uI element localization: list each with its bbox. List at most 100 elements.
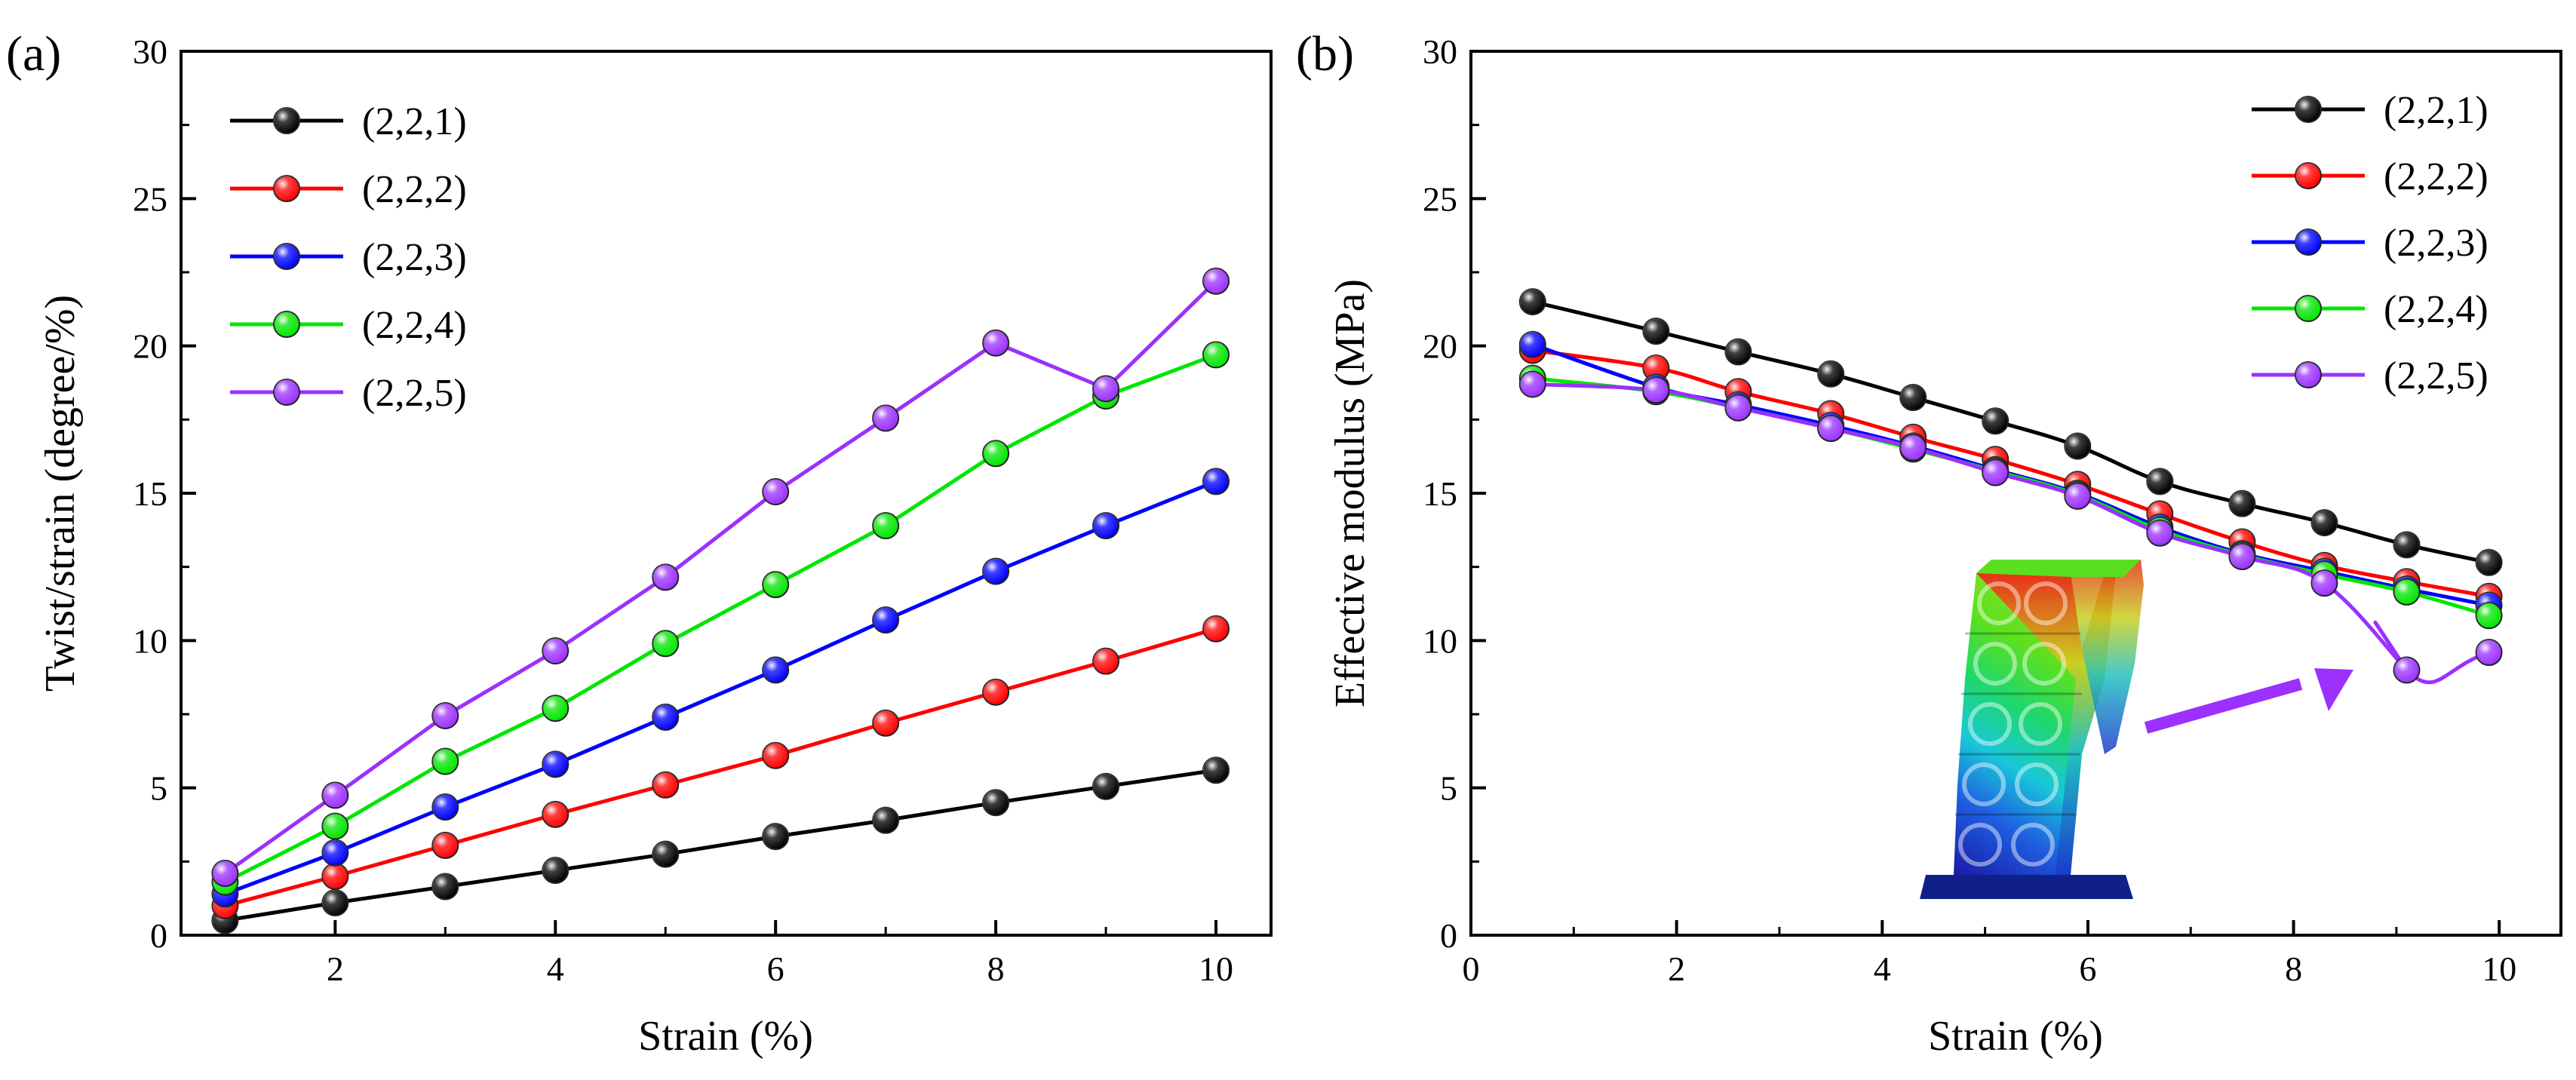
y-tick-label: 25 bbox=[133, 179, 167, 218]
data-point bbox=[542, 750, 570, 778]
data-point bbox=[982, 557, 1010, 585]
panel-b-x-ticks: 0 2 4 6 8 10 bbox=[1463, 920, 2516, 988]
data-point bbox=[542, 695, 570, 723]
data-point bbox=[542, 857, 570, 885]
legend-item: (2,2,3) bbox=[2252, 222, 2488, 265]
data-point bbox=[982, 440, 1010, 468]
panel-a-y-ticks: 0 5 10 15 20 25 30 bbox=[133, 32, 196, 955]
panel-a-legend: (2,2,1) (2,2,2) (2,2,3) (2,2,4) (2,2,5) bbox=[230, 100, 467, 415]
data-point bbox=[2064, 482, 2092, 510]
x-tick-label: 6 bbox=[767, 950, 784, 988]
data-point bbox=[2064, 432, 2092, 460]
data-point bbox=[1202, 615, 1230, 643]
legend-item: (2,2,4) bbox=[230, 304, 467, 347]
deformed-lattice-column-icon bbox=[1920, 560, 2144, 899]
x-tick-label: 6 bbox=[2079, 950, 2096, 988]
data-point bbox=[1817, 360, 1845, 388]
legend-marker bbox=[2295, 229, 2322, 256]
data-point bbox=[2228, 542, 2256, 570]
legend-label: (2,2,5) bbox=[2384, 354, 2488, 397]
data-point bbox=[542, 637, 570, 665]
data-point bbox=[211, 859, 239, 887]
legend-label: (2,2,1) bbox=[2384, 89, 2488, 132]
data-point bbox=[762, 823, 790, 851]
data-point bbox=[2310, 569, 2338, 597]
pointer-arrow-icon bbox=[2144, 668, 2353, 734]
data-point bbox=[652, 703, 680, 731]
series-line bbox=[1532, 299, 2490, 565]
data-point bbox=[2393, 531, 2421, 559]
data-point bbox=[2228, 489, 2256, 517]
data-point bbox=[2393, 578, 2421, 606]
x-tick-label: 4 bbox=[547, 950, 564, 988]
data-point bbox=[1202, 756, 1230, 784]
x-tick-label: 2 bbox=[327, 950, 344, 988]
y-tick-label: 10 bbox=[133, 621, 167, 660]
data-point bbox=[1724, 338, 1752, 366]
data-point bbox=[431, 873, 459, 901]
data-point bbox=[982, 789, 1010, 817]
data-point bbox=[1817, 415, 1845, 443]
data-point bbox=[321, 812, 349, 840]
legend-item: (2,2,2) bbox=[2252, 155, 2488, 198]
legend-item: (2,2,5) bbox=[2252, 354, 2488, 397]
legend-item: (2,2,1) bbox=[230, 100, 467, 143]
data-point bbox=[321, 781, 349, 809]
data-point bbox=[1518, 288, 1546, 316]
data-point bbox=[652, 840, 680, 868]
legend-label: (2,2,4) bbox=[362, 304, 467, 347]
data-point bbox=[872, 511, 900, 539]
data-point bbox=[542, 800, 570, 828]
legend-label: (2,2,2) bbox=[362, 168, 467, 211]
legend-marker bbox=[2295, 162, 2322, 189]
legend-marker bbox=[2295, 295, 2322, 322]
series-(2,2,4) bbox=[211, 341, 1230, 896]
data-point bbox=[872, 404, 900, 432]
series-(2,2,1) bbox=[1518, 288, 2503, 576]
data-point bbox=[1092, 375, 1120, 403]
data-point bbox=[872, 709, 900, 737]
y-tick-label: 5 bbox=[150, 769, 167, 808]
data-point bbox=[431, 793, 459, 821]
legend-marker bbox=[273, 107, 300, 134]
data-point bbox=[872, 606, 900, 634]
data-point bbox=[2393, 656, 2421, 684]
data-point bbox=[1092, 647, 1120, 675]
legend-marker bbox=[2295, 361, 2322, 388]
legend-label: (2,2,3) bbox=[362, 236, 467, 279]
data-point bbox=[2310, 509, 2338, 537]
data-point bbox=[431, 701, 459, 729]
legend-item: (2,2,1) bbox=[2252, 89, 2488, 132]
panel-a-y-axis-title: Twist/strain (degree/%) bbox=[37, 295, 84, 692]
y-tick-label: 20 bbox=[133, 327, 167, 366]
x-tick-label: 10 bbox=[1199, 950, 1233, 988]
series-line bbox=[224, 353, 1217, 884]
y-tick-label: 25 bbox=[1423, 179, 1457, 218]
series-(2,2,1) bbox=[211, 756, 1230, 934]
data-point bbox=[2146, 468, 2174, 496]
y-tick-label: 15 bbox=[133, 474, 167, 513]
data-point bbox=[1202, 468, 1230, 496]
data-point bbox=[1202, 341, 1230, 369]
panel-b-y-axis-title: Effective modulus (MPa) bbox=[1327, 279, 1374, 707]
series-(2,2,3) bbox=[211, 468, 1230, 908]
data-point bbox=[1642, 354, 1670, 382]
y-tick-label: 20 bbox=[1423, 327, 1457, 366]
data-point bbox=[321, 862, 349, 890]
panel-b: (b) bbox=[1296, 26, 2562, 1060]
panel-a-x-ticks: 2 4 6 8 10 bbox=[327, 920, 1233, 988]
panel-b-legend: (2,2,1) (2,2,2) (2,2,3) (2,2,4) (2,2,5) bbox=[2252, 89, 2488, 397]
data-point bbox=[1899, 384, 1927, 412]
x-tick-label: 4 bbox=[1874, 950, 1891, 988]
data-point bbox=[1092, 772, 1120, 800]
data-point bbox=[1982, 459, 2010, 486]
y-tick-label: 15 bbox=[1423, 474, 1457, 513]
data-point bbox=[321, 839, 349, 867]
x-tick-label: 10 bbox=[2482, 950, 2516, 988]
data-point bbox=[1724, 394, 1752, 422]
data-point bbox=[321, 889, 349, 917]
legend-label: (2,2,4) bbox=[2384, 288, 2488, 331]
data-point bbox=[431, 831, 459, 859]
panel-a-series bbox=[211, 267, 1230, 934]
data-point bbox=[1899, 434, 1927, 462]
